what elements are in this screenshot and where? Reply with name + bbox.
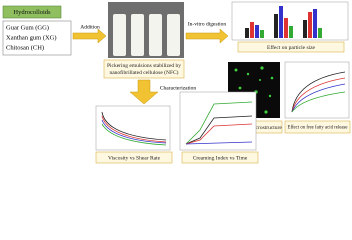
curves <box>101 111 167 146</box>
caption-box <box>284 120 351 134</box>
title-box <box>2 5 62 19</box>
title: Hydrocolloids <box>13 9 51 16</box>
arrow <box>129 79 159 105</box>
caption: Viscosity vs Shear Rate <box>108 155 161 161</box>
caption: Effect on free fatty acid release <box>288 126 348 131</box>
step-label: Addition <box>80 24 100 30</box>
caption-box <box>181 151 259 164</box>
graphical-abstract: Hydrocolloids Guar Gum (GG) Xanthan gum … <box>2 1 351 164</box>
caption: nanofibrillated cellulose (NFC) <box>109 69 178 76</box>
arrow <box>72 28 107 44</box>
caption-box <box>103 59 185 79</box>
list-box <box>2 20 72 56</box>
bars <box>245 6 322 38</box>
chart-image <box>179 91 257 151</box>
chart-image <box>284 61 350 119</box>
chart-image <box>95 105 171 151</box>
caption: Creaming Index vs Time <box>193 155 248 161</box>
caption-box <box>237 41 345 53</box>
step-label: In-vitro digestion <box>188 21 227 27</box>
item: Guar Gum (GG) <box>6 24 49 31</box>
curves <box>291 71 346 113</box>
bottles <box>113 14 180 56</box>
arrow <box>185 28 229 44</box>
curves <box>185 101 253 145</box>
step-label: Characterization <box>160 85 197 91</box>
item: Chitosan (CH) <box>6 44 44 51</box>
caption-box <box>95 151 173 164</box>
caption: Effect on particle size <box>267 44 316 51</box>
item: Xanthan gum (XG) <box>6 34 57 41</box>
caption: Pickering emulsions stabilized by <box>107 63 181 69</box>
